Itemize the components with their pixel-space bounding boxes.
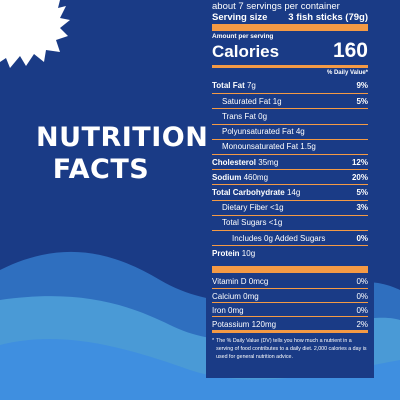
amount-per-serving: Amount per serving [212,33,274,40]
label-backdrop [206,0,374,378]
nutrient-row: Saturated Fat 1g 5% [212,93,368,108]
nutrient-amount: <1g [268,218,283,228]
nutrient-amount: 4g [295,127,305,137]
nutrient-amount: 14g [286,187,301,197]
nutrient-name: Includes 0g Added Sugars [212,234,325,243]
footnote-text: The % Daily Value (DV) tells you how muc… [216,338,367,360]
vitamin-row: Vitamin D 0mcg 0% [212,274,368,288]
vitamin-row: Iron 0mg 0% [212,302,368,317]
vitamin-amount: 120mg [251,319,277,329]
vitamin-daily-value: 0% [356,291,368,301]
serving-size-row: Serving size 3 fish sticks (79g) [212,12,368,23]
nutrition-facts-heading: NUTRITION FACTS [36,122,209,186]
nutrient-amount: <1g [270,203,284,213]
serving-size-label: Serving size [212,12,268,23]
nutrient-row: Total Sugars <1g [212,214,368,230]
nutrient-label: Polyunsaturated Fat [222,127,294,137]
nutrient-amount: 35mg [258,157,279,167]
nutrient-name: Sodium 460mg [212,173,268,182]
divider-medium [212,65,368,68]
daily-value-header: % Daily Value* [326,70,368,76]
servings-per-container: about 7 servings per container [212,1,340,12]
divider-thick-2 [212,266,368,273]
nutrient-row: Monounsaturated Fat 1.5g [212,138,368,154]
nutrient-label: Total Carbohydrate [212,187,285,197]
nutrient-label: Total Fat [212,80,245,90]
vitamin-name: Calcium 0mg [212,292,259,301]
nutrient-name: Saturated Fat 1g [212,97,282,106]
vitamin-amount: 0mg [243,291,259,301]
nutrient-amount: 1g [272,96,282,106]
heading-line-2: FACTS [52,154,150,185]
vitamin-daily-value: 2% [356,319,368,329]
nutrient-label: Dietary Fiber [222,203,268,213]
heading-line-1: NUTRITION [36,122,209,153]
nutrient-daily-value: 12% [351,157,368,167]
nutrient-name: Total Fat 7g [212,81,256,90]
nutrient-label: Trans Fat [222,111,256,121]
nutrient-daily-value: 9% [356,80,368,90]
nutrient-label: Sodium [212,172,242,182]
vitamin-label: Calcium [212,291,241,301]
nutrient-label: Monounsaturated Fat [222,142,299,152]
nutrient-name: Polyunsaturated Fat 4g [212,127,305,136]
nutrient-daily-value: 0% [356,233,368,243]
calories-row: Calories 160 [212,39,368,63]
nutrient-label: Protein [212,248,240,258]
nutrient-amount: 1.5g [300,142,316,152]
nutrient-name: Total Sugars <1g [212,218,282,227]
nutrient-name: Monounsaturated Fat 1.5g [212,142,316,151]
wave-front [0,339,400,400]
nutrient-row: Trans Fat 0g [212,108,368,123]
nutrient-name: Cholesterol 35mg [212,158,278,167]
nutrient-label: Total Sugars [222,218,267,228]
nutrient-row: Polyunsaturated Fat 4g [212,123,368,139]
nutrient-row: Sodium 460mg 20% [212,169,368,184]
nutrient-daily-value: 5% [356,96,368,106]
nutrient-daily-value: 20% [351,172,368,182]
calories-label: Calories [212,42,280,61]
nutrient-name: Protein 10g [212,249,255,258]
nutrition-label: about 7 servings per container Serving s… [212,0,368,377]
vitamin-label: Vitamin D [212,276,247,286]
nutrient-row: Cholesterol 35mg 12% [212,154,368,169]
calories-value: 160 [332,39,368,62]
vitamin-daily-value: 0% [356,276,368,286]
footnote-asterisk: * [212,338,215,344]
nutrient-row: Dietary Fiber <1g 3% [212,199,368,215]
vitamin-daily-value: 0% [356,305,368,315]
vitamin-row: Potassium 120mg 2% [212,316,368,331]
nutrient-name: Dietary Fiber <1g [212,203,284,212]
vitamin-amount: 0mcg [248,276,269,286]
vitamin-label: Potassium [212,319,250,329]
nutrient-daily-value: 3% [356,203,368,213]
nutrient-amount: 0g [258,111,268,121]
divider-medium-2 [212,330,368,333]
vitamin-name: Potassium 120mg [212,320,276,329]
vitamin-name: Iron 0mg [212,306,244,315]
nutrient-label: Cholesterol [212,157,257,167]
nutrient-daily-value: 5% [356,187,368,197]
nutrient-row: Total Fat 7g 9% [212,78,368,92]
vitamin-name: Vitamin D 0mcg [212,277,268,286]
vitamin-row: Calcium 0mg 0% [212,288,368,303]
nutrient-amount: 460mg [243,172,269,182]
vitamin-label: Iron [212,305,226,315]
nutrient-amount: 7g [246,80,256,90]
nutrient-row: Total Carbohydrate 14g 5% [212,184,368,199]
nutrient-row: Includes 0g Added Sugars 0% [212,230,368,245]
divider-thick [212,24,368,31]
nutrient-label: Includes 0g Added Sugars [232,233,326,243]
nutrient-row: Protein 10g [212,245,368,260]
vitamin-amount: 0mg [228,305,244,315]
nutrient-label: Saturated Fat [222,96,271,106]
nutrient-name: Total Carbohydrate 14g [212,188,300,197]
splash-shape [0,0,70,68]
footnote: * The % Daily Value (DV) tells you how m… [212,337,368,361]
nutrient-amount: 10g [241,248,256,258]
serving-size-value: 3 fish sticks (79g) [288,12,368,23]
nutrient-name: Trans Fat 0g [212,112,267,121]
